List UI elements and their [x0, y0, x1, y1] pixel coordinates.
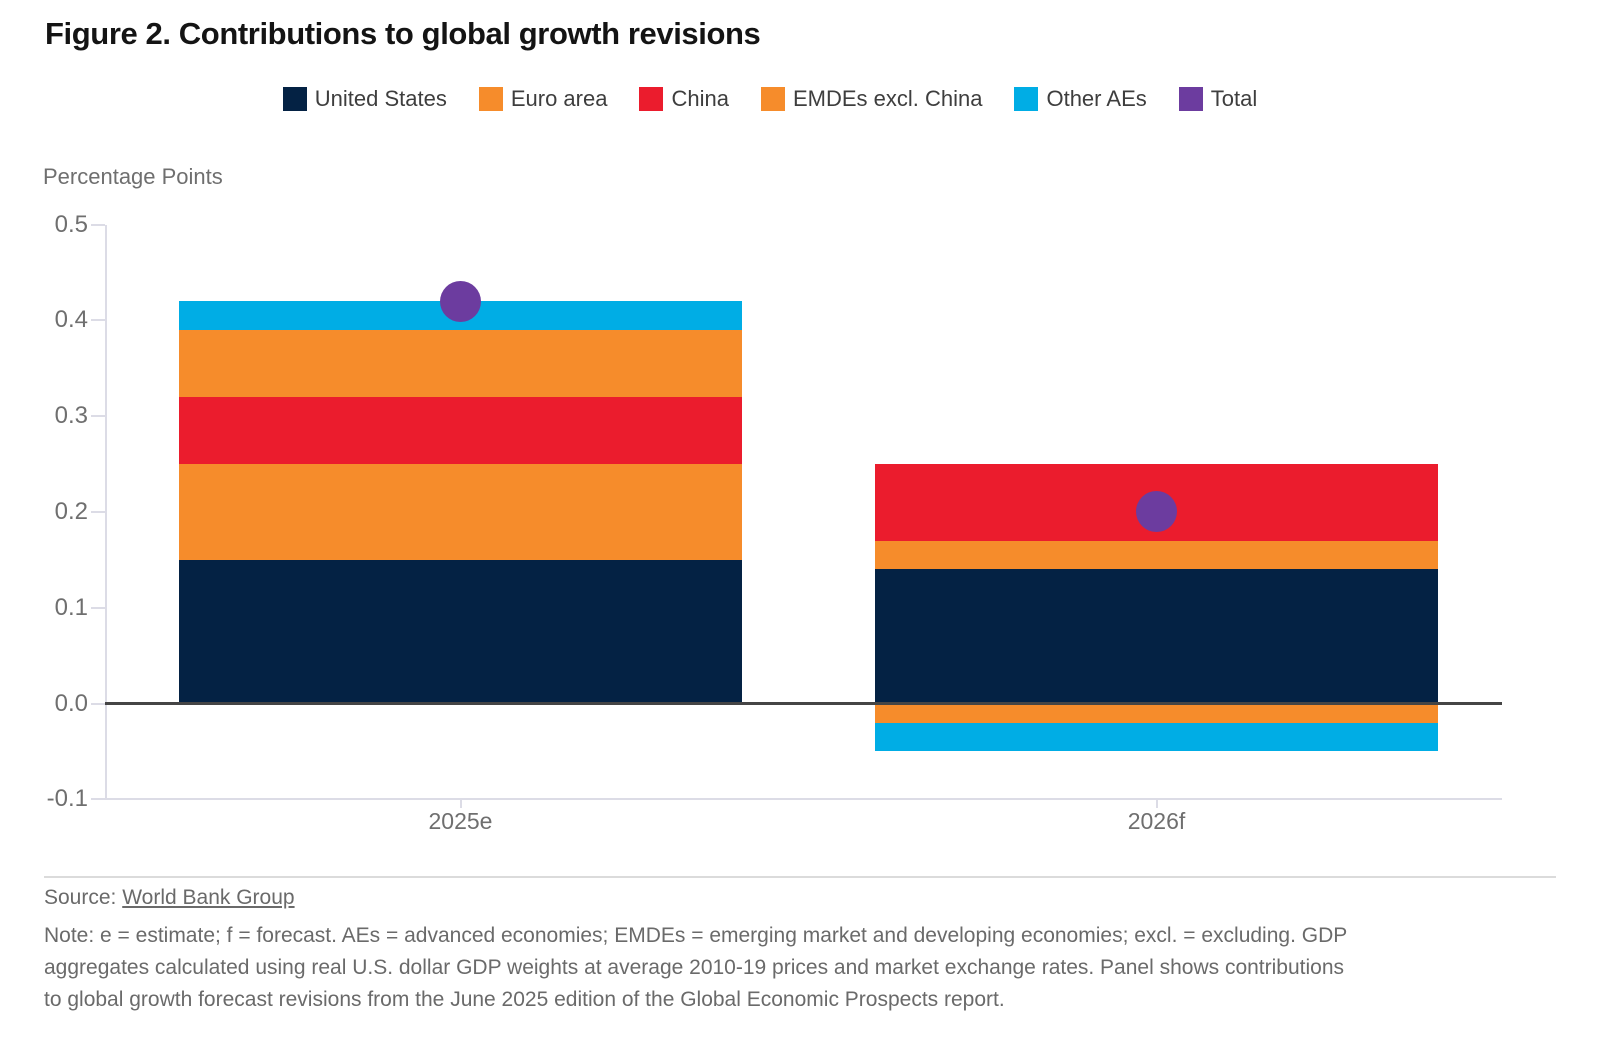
legend-item-euro-area[interactable]: Euro area — [478, 86, 608, 112]
bar-segment-emdes-excl-china-2026f — [875, 703, 1438, 723]
bar-segment-united-states-2025e — [179, 559, 742, 704]
y-tick-label: 0.3 — [54, 402, 88, 430]
source-prefix: Source: — [44, 886, 123, 909]
y-tick-mark — [91, 415, 105, 418]
legend-swatch-icon — [1178, 87, 1203, 111]
figure-note: Note: e = estimate; f = forecast. AEs = … — [44, 920, 1560, 1016]
bar-segment-other-aes-2026f — [875, 722, 1438, 752]
y-tick-mark — [91, 606, 105, 609]
source-line: Source: World Bank Group — [44, 886, 295, 910]
bar-segment-united-states-2026f — [875, 569, 1438, 704]
y-tick-mark — [91, 702, 105, 705]
legend-swatch-icon — [1014, 87, 1039, 111]
figure-title: Figure 2. Contributions to global growth… — [45, 16, 761, 51]
y-tick-mark — [91, 319, 105, 322]
legend-item-united-states[interactable]: United States — [282, 86, 447, 112]
y-axis-line — [105, 224, 107, 800]
legend-label: Euro area — [510, 86, 608, 111]
legend-item-emdes-excl-china[interactable]: EMDEs excl. China — [760, 86, 983, 112]
x-axis-label-2025e: 2025e — [428, 808, 493, 834]
note-line: aggregates calculated using real U.S. do… — [44, 956, 1345, 979]
zero-line — [105, 702, 1502, 705]
legend-item-total[interactable]: Total — [1178, 86, 1258, 112]
y-tick-label: 0.5 — [54, 210, 88, 238]
y-tick-label: 0.4 — [54, 306, 88, 334]
total-dot-2025e — [440, 280, 481, 322]
x-axis-label-2026f: 2026f — [1127, 808, 1186, 834]
chart-legend: United States Euro area China EMDEs excl. C… — [0, 84, 1540, 114]
y-tick-mark — [91, 223, 105, 226]
bar-segment-emdes-excl-china-2025e — [179, 329, 742, 397]
bar-segment-china-2025e — [179, 396, 742, 464]
y-tick-label: 0.2 — [54, 497, 88, 525]
legend-swatch-icon — [478, 87, 503, 111]
legend-item-other-aes[interactable]: Other AEs — [1014, 86, 1147, 112]
y-tick-label: 0.1 — [54, 593, 88, 621]
legend-label: Total — [1210, 86, 1258, 111]
bar-segment-euro-area-2026f — [875, 540, 1438, 570]
x-tick-mark — [459, 800, 462, 809]
legend-label: United States — [314, 86, 447, 111]
bar-segment-euro-area-2025e — [179, 464, 742, 560]
x-tick-mark — [1155, 800, 1158, 809]
footer-divider — [44, 876, 1556, 878]
note-line: to global growth forecast revisions from… — [44, 988, 1005, 1011]
legend-label: China — [671, 86, 729, 111]
y-tick-mark — [91, 510, 105, 513]
legend-swatch-icon — [282, 87, 307, 111]
legend-item-china[interactable]: China — [639, 86, 729, 112]
y-tick-mark — [91, 798, 105, 801]
x-axis-line — [105, 798, 1502, 801]
legend-swatch-icon — [760, 87, 785, 111]
total-dot-2026f — [1136, 491, 1177, 533]
y-tick-label: 0.0 — [54, 689, 88, 717]
legend-label: Other AEs — [1046, 86, 1147, 111]
y-axis-title: Percentage Points — [43, 164, 223, 189]
note-line: Note: e = estimate; f = forecast. AEs = … — [44, 924, 1348, 947]
y-tick-label: -0.1 — [46, 785, 88, 813]
source-link[interactable]: World Bank Group — [122, 886, 295, 909]
legend-swatch-icon — [639, 87, 664, 111]
legend-label: EMDEs excl. China — [792, 86, 983, 111]
